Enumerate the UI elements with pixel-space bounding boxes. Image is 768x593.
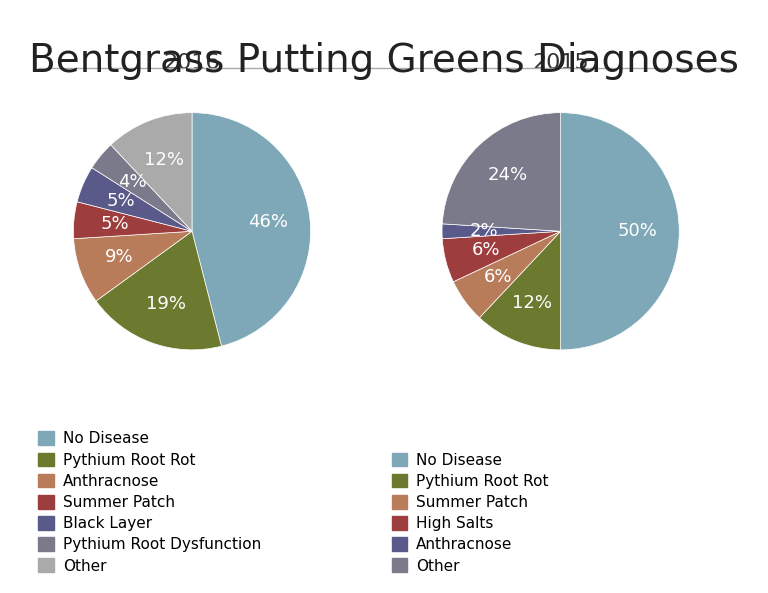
Wedge shape bbox=[479, 231, 561, 350]
Text: 50%: 50% bbox=[617, 222, 657, 240]
Wedge shape bbox=[74, 231, 192, 301]
Text: 5%: 5% bbox=[101, 215, 130, 233]
Wedge shape bbox=[442, 113, 561, 231]
Wedge shape bbox=[92, 145, 192, 231]
Text: 12%: 12% bbox=[144, 151, 184, 168]
Text: Bentgrass Putting Greens Diagnoses: Bentgrass Putting Greens Diagnoses bbox=[29, 42, 739, 79]
Text: 19%: 19% bbox=[146, 295, 186, 313]
Text: 46%: 46% bbox=[249, 213, 289, 231]
Text: 5%: 5% bbox=[107, 192, 136, 210]
Wedge shape bbox=[74, 202, 192, 239]
Wedge shape bbox=[111, 113, 192, 231]
Text: 6%: 6% bbox=[472, 241, 500, 260]
Title: 2015: 2015 bbox=[532, 53, 589, 73]
Title: 2016: 2016 bbox=[164, 53, 220, 73]
Text: 4%: 4% bbox=[118, 173, 147, 191]
Wedge shape bbox=[442, 224, 561, 239]
Text: 12%: 12% bbox=[512, 294, 552, 312]
Wedge shape bbox=[453, 231, 561, 318]
Legend: No Disease, Pythium Root Rot, Anthracnose, Summer Patch, Black Layer, Pythium Ro: No Disease, Pythium Root Rot, Anthracnos… bbox=[38, 431, 261, 573]
Legend: No Disease, Pythium Root Rot, Summer Patch, High Salts, Anthracnose, Other: No Disease, Pythium Root Rot, Summer Pat… bbox=[392, 452, 548, 573]
Text: 6%: 6% bbox=[484, 267, 512, 286]
Wedge shape bbox=[96, 231, 221, 350]
Text: 24%: 24% bbox=[488, 166, 528, 184]
Wedge shape bbox=[561, 113, 679, 350]
Text: 9%: 9% bbox=[105, 248, 134, 266]
Wedge shape bbox=[192, 113, 310, 346]
Text: 2%: 2% bbox=[469, 222, 498, 240]
Wedge shape bbox=[442, 231, 561, 282]
Wedge shape bbox=[77, 168, 192, 231]
